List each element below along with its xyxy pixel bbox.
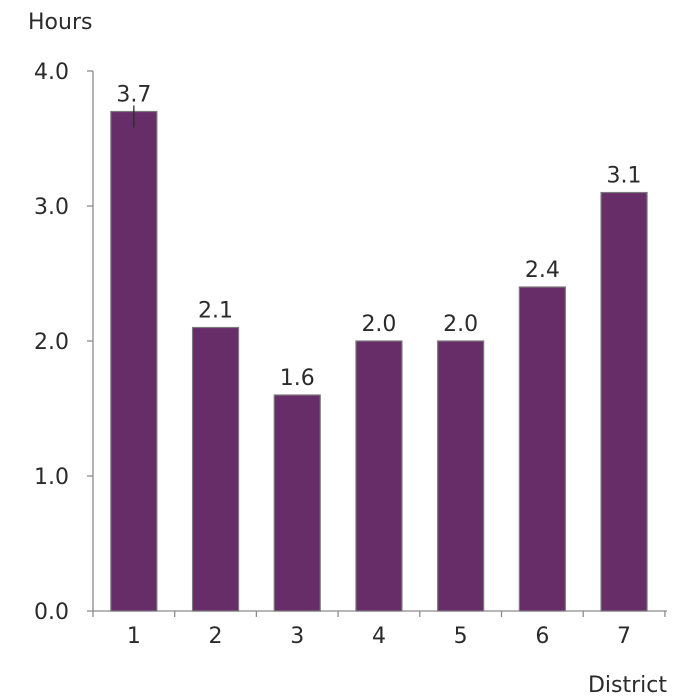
x-tick-label: 2 [209, 624, 223, 649]
x-tick-label: 6 [535, 624, 549, 649]
y-tick-label: 1.0 [34, 465, 69, 490]
axes: 0.0 1.0 2.0 3.0 4.0 [34, 60, 667, 625]
data-label: 1.6 [280, 366, 315, 391]
data-label: 2.0 [361, 312, 396, 337]
data-label: 3.7 [116, 83, 151, 108]
x-tick-label: 7 [617, 624, 631, 649]
x-tick-label: 3 [290, 624, 304, 649]
labels-group: 1 3.7 2 2.1 3 1.6 4 2.0 5 2.0 6 2.4 7 3.1 [116, 83, 641, 650]
x-axis-title: District [588, 673, 667, 697]
data-label: 2.4 [525, 258, 560, 283]
bar [355, 340, 403, 612]
x-tick-label: 5 [454, 624, 468, 649]
y-tick-label: 4.0 [34, 60, 69, 85]
bar [437, 340, 485, 612]
bar [191, 326, 240, 612]
y-tick-label: 0.0 [34, 600, 69, 625]
data-label: 2.1 [198, 299, 233, 324]
x-tick-label: 4 [372, 624, 386, 649]
y-axis-title: Hours [28, 10, 92, 35]
bar [600, 191, 648, 612]
data-label: 3.1 [607, 164, 642, 189]
y-tick-label: 2.0 [34, 330, 69, 355]
bar [273, 394, 321, 612]
data-label: 2.0 [443, 312, 478, 337]
x-tick-label: 1 [127, 624, 141, 649]
bar [518, 286, 566, 612]
bar [110, 110, 158, 612]
bars-group [110, 110, 648, 612]
y-tick-label: 3.0 [34, 195, 69, 220]
